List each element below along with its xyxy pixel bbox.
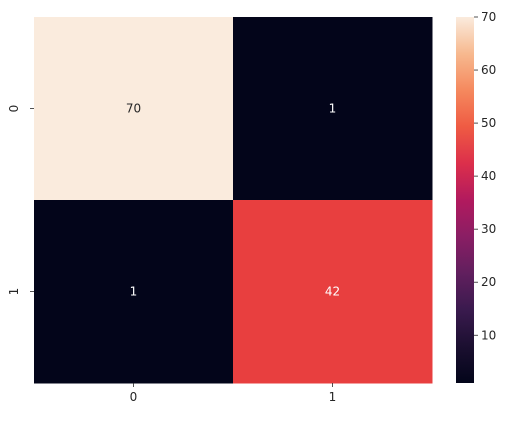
cell-annotations: 70 1 1 42: [126, 102, 340, 299]
colorbar-gradient: [456, 17, 474, 383]
x-tick-label-1: 1: [329, 390, 337, 404]
heatmap-cells: [34, 17, 433, 384]
colorbar-tick-label-3: 40: [481, 169, 496, 183]
heatmap-cell-1-0: [34, 200, 234, 384]
y-tick-label-1: 1: [7, 288, 21, 296]
cell-value-label-0-0: 70: [126, 102, 141, 116]
y-tick-label-0: 0: [7, 105, 21, 113]
colorbar-tick-label-2: 30: [481, 222, 496, 236]
colorbar-tick-label-4: 50: [481, 116, 496, 130]
colorbar-tick-label-6: 70: [481, 10, 496, 24]
colorbar-tick-label-1: 20: [481, 275, 496, 289]
colorbar-tick-label-5: 60: [481, 63, 496, 77]
y-axis: 01: [7, 105, 34, 296]
colorbar: 10 20 30 40 50 60 70: [456, 10, 496, 383]
cell-value-label-1-0: 1: [130, 285, 138, 299]
colorbar-tick-label-0: 10: [481, 328, 496, 342]
x-tick-label-0: 0: [130, 390, 138, 404]
heatmap-cell-0-0: [34, 17, 234, 201]
cell-value-label-1-1: 42: [325, 285, 340, 299]
cell-value-label-0-1: 1: [329, 102, 337, 116]
heatmap-cell-0-1: [233, 17, 433, 201]
heatmap-cell-1-1: [233, 200, 433, 384]
